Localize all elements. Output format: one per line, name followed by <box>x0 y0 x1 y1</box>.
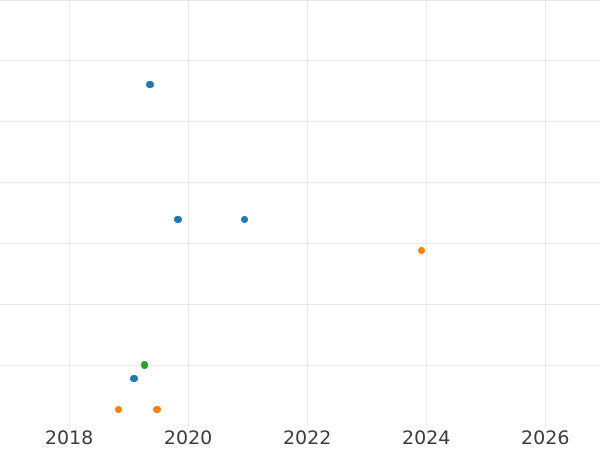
scatter-point-series-orange <box>114 405 123 414</box>
plot-area <box>0 0 600 426</box>
scatter-point-series-green <box>140 361 149 369</box>
h-gridline <box>0 425 600 426</box>
x-tick-label: 2018 <box>44 427 94 449</box>
scatter-point-series-blue <box>240 215 249 224</box>
scatter-point-series-orange <box>153 405 161 414</box>
h-gridline <box>0 303 600 305</box>
h-gridline <box>0 182 600 184</box>
v-gridline <box>306 0 308 426</box>
h-gridline <box>0 242 600 244</box>
v-gridline <box>187 0 189 426</box>
h-gridline <box>0 364 600 366</box>
v-gridline <box>544 0 546 426</box>
scatter-point-series-orange <box>417 246 426 255</box>
h-gridline <box>0 0 600 1</box>
x-axis: 2018 2020 2022 2024 2026 <box>0 426 600 450</box>
h-gridline <box>0 121 600 123</box>
h-gridline <box>0 60 600 62</box>
x-tick-label: 2024 <box>402 427 451 449</box>
x-tick-label: 2026 <box>521 427 570 449</box>
scatter-point-series-blue <box>130 374 138 383</box>
x-tick-label: 2020 <box>163 427 213 449</box>
scatter-point-series-blue <box>174 215 182 224</box>
scatter-point-series-blue <box>146 80 154 89</box>
x-tick-label: 2022 <box>282 427 332 449</box>
v-gridline <box>68 0 70 426</box>
v-gridline <box>425 0 427 426</box>
